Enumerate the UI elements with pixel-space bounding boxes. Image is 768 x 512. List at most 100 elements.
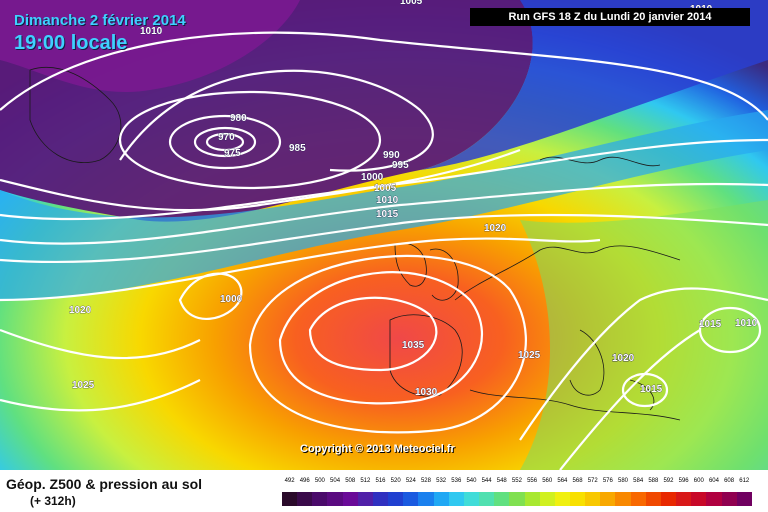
- isobar-label: 1035: [402, 340, 425, 351]
- scale-swatch: [312, 492, 328, 506]
- scale-swatch: [372, 492, 389, 506]
- legend-title: Géop. Z500 & pression au sol: [6, 476, 203, 492]
- isobar-label: 990: [383, 150, 400, 161]
- scale-value: 592: [663, 478, 674, 484]
- isobar-label: 1000: [361, 172, 384, 183]
- deep-low-area: [0, 0, 300, 93]
- scale-swatch: [645, 492, 661, 506]
- scale-swatch: [600, 492, 616, 506]
- isobar-label: 985: [289, 143, 306, 154]
- scale-swatch: [357, 492, 373, 506]
- scale-swatch: [448, 492, 464, 506]
- scale-value: 584: [633, 478, 644, 484]
- weather-map: 1005 1010 1010 980 970 975 985 990 995 1…: [0, 0, 768, 470]
- scale-value: 520: [390, 478, 401, 484]
- isobar-label: 1010: [376, 195, 399, 206]
- scale-value: 508: [345, 478, 356, 484]
- isobar-label: 1030: [415, 387, 438, 398]
- isobar-label: 1010: [140, 26, 163, 37]
- scale-value: 600: [693, 478, 704, 484]
- scale-swatch: [736, 492, 752, 506]
- scale-swatch: [676, 492, 692, 506]
- scale-swatch: [706, 492, 722, 506]
- isobar-label: 1020: [69, 305, 92, 316]
- scale-value: 560: [542, 478, 553, 484]
- isobar-label: 1020: [484, 223, 507, 234]
- europe-field: [520, 200, 768, 470]
- scale-value: 612: [739, 478, 750, 484]
- isobar-label: 1020: [612, 353, 635, 364]
- scale-value: 552: [511, 478, 522, 484]
- scale-swatch: [342, 492, 358, 506]
- scale-swatch: [660, 492, 677, 506]
- scale-value: 512: [360, 478, 371, 484]
- isobar-label: 1015: [699, 319, 722, 330]
- scale-swatch: [721, 492, 737, 506]
- scale-swatch: [630, 492, 646, 506]
- scale-value: 596: [678, 478, 689, 484]
- isobar-label: 1025: [518, 350, 541, 361]
- isobar-label: 1015: [640, 384, 663, 395]
- color-scale: 492 496 500 504 508 512 516 520 524 528 532 536 540 5…: [282, 478, 752, 508]
- isobars: [0, 31, 768, 470]
- scale-swatch: [554, 492, 570, 506]
- scale-value: 524: [405, 478, 416, 484]
- scale-value: 572: [587, 478, 598, 484]
- scale-value: 556: [527, 478, 538, 484]
- isobar-label: 1005: [400, 0, 423, 7]
- scale-value: 564: [557, 478, 568, 484]
- scale-value: 496: [299, 478, 310, 484]
- scale-swatch: [539, 492, 555, 506]
- scale-swatches: [282, 492, 752, 506]
- scale-value: 500: [314, 478, 325, 484]
- scale-swatch: [524, 492, 540, 506]
- scale-value: 548: [496, 478, 507, 484]
- scale-swatch: [297, 492, 313, 506]
- scale-swatch: [569, 492, 586, 506]
- scale-swatch: [691, 492, 707, 506]
- trough-band: [420, 0, 768, 170]
- scale-value: 532: [436, 478, 447, 484]
- scale-value: 492: [284, 478, 295, 484]
- scale-swatch: [433, 492, 449, 506]
- scale-swatch: [615, 492, 631, 506]
- forecast-offset: (+ 312h): [30, 494, 76, 508]
- scale-swatch: [585, 492, 601, 506]
- scale-value: 528: [420, 478, 431, 484]
- scale-value: 604: [708, 478, 719, 484]
- scale-swatch: [388, 492, 404, 506]
- isobar-label: 995: [392, 160, 409, 171]
- isobar-label: 975: [224, 148, 241, 159]
- model-run-label: Run GFS 18 Z du Lundi 20 janvier 2014: [470, 8, 750, 26]
- scale-value: 608: [724, 478, 735, 484]
- scale-swatch: [494, 492, 510, 506]
- scale-value: 576: [602, 478, 613, 484]
- scale-value: 580: [618, 478, 629, 484]
- isobar-label: 1005: [374, 183, 397, 194]
- scale-swatch: [282, 492, 298, 506]
- scale-swatch: [403, 492, 419, 506]
- scale-value: 568: [572, 478, 583, 484]
- isobar-label: 1000: [220, 294, 243, 305]
- isobar-label: 1025: [72, 380, 95, 391]
- scale-value: 516: [375, 478, 386, 484]
- scale-value: 544: [481, 478, 492, 484]
- scale-swatch: [418, 492, 434, 506]
- isobar-label: 970: [218, 132, 235, 143]
- scale-value: 504: [330, 478, 341, 484]
- copyright-notice: Copyright © 2013 Meteociel.fr: [300, 443, 455, 455]
- scale-value: 536: [451, 478, 462, 484]
- scale-swatch: [509, 492, 525, 506]
- scale-swatch: [463, 492, 480, 506]
- forecast-date: Dimanche 2 février 2014: [14, 12, 186, 29]
- isobar-label: 980: [230, 113, 247, 124]
- forecast-time: 19:00 locale: [14, 32, 128, 54]
- isobar-label: 1020: [612, 353, 635, 364]
- isobar-label: 1015: [376, 209, 399, 220]
- isobar-label: 1010: [735, 318, 758, 329]
- scale-value: 588: [648, 478, 659, 484]
- isobar-labels: 1005 1010 1010 980 970 975 985 990 995 1…: [69, 0, 758, 398]
- scale-swatch: [479, 492, 495, 506]
- scale-swatch: [327, 492, 343, 506]
